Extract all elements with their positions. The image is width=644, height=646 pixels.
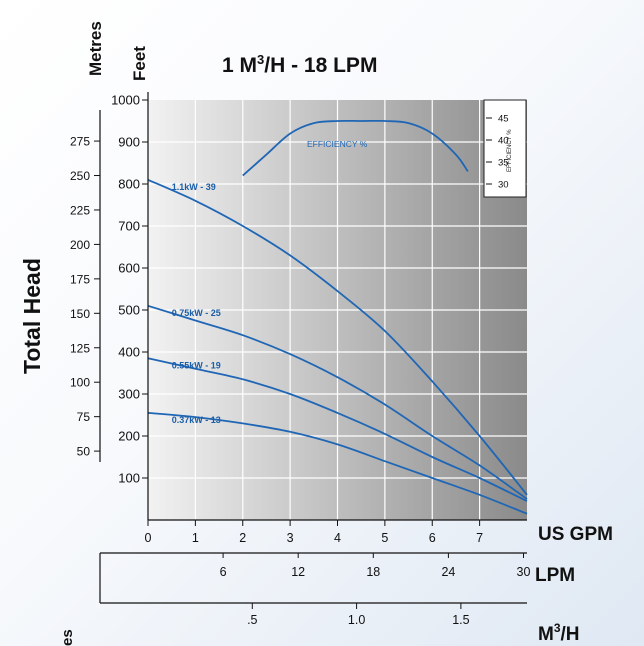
gpm-tick-label: 1 <box>192 531 199 545</box>
gpm-tick-label: 0 <box>145 531 152 545</box>
m3h-tick-label: .5 <box>247 613 257 627</box>
efficiency-scale-box <box>483 99 527 198</box>
bottom-metres-fragment: es <box>59 629 76 646</box>
lpm-tick-label: 6 <box>220 565 227 579</box>
pump-curve <box>147 357 528 502</box>
metres-tick-label: 150 <box>70 307 90 321</box>
metres-axis-title: Metres <box>86 21 105 76</box>
metres-tick-label: 125 <box>70 341 90 355</box>
feet-tick-label: 1000 <box>111 93 140 108</box>
feet-tick-label: 400 <box>118 345 140 360</box>
pump-curve-label: 0.55kW - 19 <box>172 360 221 370</box>
feet-tick-label: 900 <box>118 135 140 150</box>
grid-lines <box>148 100 527 520</box>
lpm-tick-label: 12 <box>291 565 305 579</box>
efficiency-tick-label: 45 <box>498 114 509 125</box>
gpm-tick-label: 6 <box>429 531 436 545</box>
efficiency-tick-label: 30 <box>498 180 509 191</box>
metres-tick-label: 275 <box>70 135 90 149</box>
pump-curve-label: 1.1kW - 39 <box>172 182 216 192</box>
metres-tick-label: 100 <box>70 376 90 390</box>
pump-curves: 1.1kW - 39 0.75kW - 25 0.55kW - 19 0.37kW -… <box>147 119 528 515</box>
metres-tick-label: 200 <box>70 238 90 252</box>
feet-tick-label: 500 <box>118 303 140 318</box>
feet-axis-title: Feet <box>130 46 149 81</box>
efficiency-scale: 45 40 35 30 <box>486 114 509 191</box>
gpm-tick-label: 7 <box>476 531 483 545</box>
m3h-scale: .5 1.0 1.5 <box>247 603 470 627</box>
lpm-scale: 6 12 18 24 30 <box>220 553 531 579</box>
lpm-tick-label: 30 <box>517 565 531 579</box>
feet-tick-label: 100 <box>118 471 140 486</box>
gpm-scale: 0 1 2 3 4 5 6 7 <box>145 520 483 545</box>
metres-tick-label: 50 <box>77 445 91 459</box>
feet-tick-label: 600 <box>118 261 140 276</box>
gpm-tick-label: 4 <box>334 531 341 545</box>
metres-scale: 50 75 100 125 150 175 200 225 250 275 <box>70 135 100 459</box>
lpm-tick-label: 24 <box>441 565 455 579</box>
efficiency-curve-label: EFFICIENCY % <box>307 139 368 149</box>
gpm-tick-label: 5 <box>381 531 388 545</box>
efficiency-curve <box>242 119 469 177</box>
pump-curve-label: 0.37kW - 13 <box>172 415 221 425</box>
metres-tick-label: 250 <box>70 169 90 183</box>
feet-tick-label: 800 <box>118 177 140 192</box>
pump-curve <box>147 412 528 515</box>
gpm-axis-title: US GPM <box>538 524 613 545</box>
pump-curve <box>147 304 528 500</box>
m3h-tick-label: 1.5 <box>452 613 469 627</box>
feet-tick-label: 700 <box>118 219 140 234</box>
efficiency-axis-title: EFFICIENCY % <box>507 129 513 172</box>
lpm-axis-title: LPM <box>535 565 575 586</box>
pump-curve-label: 0.75kW - 25 <box>172 308 221 318</box>
metres-tick-label: 225 <box>70 203 90 217</box>
m3h-tick-label: 1.0 <box>348 613 365 627</box>
efficiency-tick-label: 35 <box>498 158 509 169</box>
total-head-title: Total Head <box>19 258 45 374</box>
m3h-axis-title: M3/H <box>538 621 580 645</box>
lpm-tick-label: 18 <box>366 565 380 579</box>
metres-tick-label: 75 <box>77 410 91 424</box>
metres-tick-label: 175 <box>70 272 90 286</box>
feet-tick-label: 300 <box>118 387 140 402</box>
gpm-tick-label: 3 <box>287 531 294 545</box>
feet-scale: 100 200 300 400 500 600 700 800 900 1000 <box>111 93 148 486</box>
chart-title: 1 M3/H - 18 LPM <box>222 52 377 77</box>
gpm-tick-label: 2 <box>239 531 246 545</box>
efficiency-tick-label: 40 <box>498 136 509 147</box>
pump-curve <box>147 178 528 496</box>
feet-tick-label: 200 <box>118 429 140 444</box>
